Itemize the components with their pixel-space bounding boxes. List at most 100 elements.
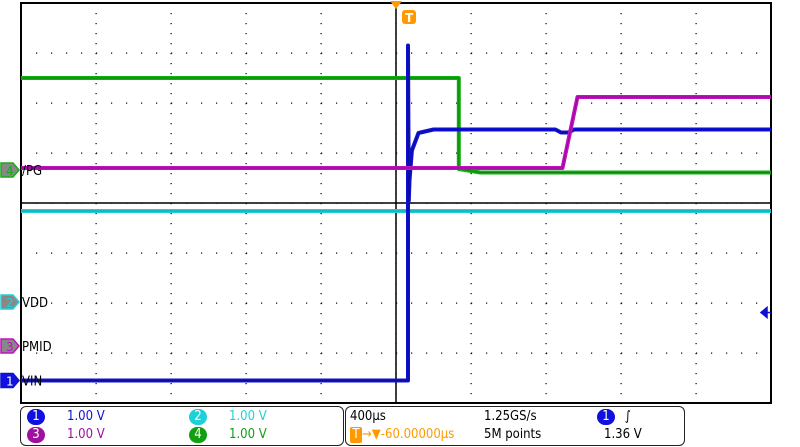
grid-dot xyxy=(320,113,322,115)
grid-dot xyxy=(606,152,608,154)
trigger-delay[interactable]: T →▼-60.00000µs xyxy=(350,427,454,443)
grid-dot xyxy=(441,152,443,154)
grid-dot xyxy=(320,183,322,185)
timebase[interactable]: 400µs xyxy=(350,409,386,424)
grid-dot xyxy=(245,93,247,95)
grid-dot xyxy=(620,323,622,325)
grid-dot xyxy=(246,352,248,354)
grid-dot xyxy=(170,263,172,265)
grid-dot xyxy=(320,163,322,165)
grid-dot xyxy=(545,373,547,375)
grid-dot xyxy=(411,52,413,54)
grid-dot xyxy=(336,302,338,304)
record-length[interactable]: 5M points xyxy=(484,427,542,442)
grid-dot xyxy=(470,63,472,65)
grid-dot xyxy=(245,23,247,25)
grid-dot xyxy=(695,213,697,215)
grid-dot xyxy=(36,152,38,154)
grid-dot xyxy=(756,302,758,304)
grid-dot xyxy=(516,152,518,154)
grid-dot xyxy=(501,302,503,304)
grid-dot xyxy=(276,302,278,304)
grid-dot xyxy=(201,302,203,304)
grid-dot xyxy=(111,302,113,304)
grid-dot xyxy=(321,102,323,104)
grid-dot xyxy=(470,283,472,285)
grid-dot xyxy=(620,263,622,265)
grid-dot xyxy=(620,73,622,75)
grid-dot xyxy=(261,302,263,304)
grid-dot xyxy=(306,302,308,304)
grid-dot xyxy=(245,63,247,65)
grid-dot xyxy=(216,52,218,54)
grid-dot xyxy=(291,252,293,254)
channel-1-badge[interactable]: 1 xyxy=(27,409,45,425)
trigger-level[interactable]: 1.36 V xyxy=(604,427,642,442)
grid-dot xyxy=(320,293,322,295)
trigger-icon: T xyxy=(350,427,362,443)
grid-dot xyxy=(695,133,697,135)
grid-dot xyxy=(201,152,203,154)
grid-dot xyxy=(695,23,697,25)
grid-dot xyxy=(320,33,322,35)
grid-dot xyxy=(516,302,518,304)
grid-dot xyxy=(545,43,547,45)
grid-dot xyxy=(141,352,143,354)
channel-2-label: VDD xyxy=(22,296,48,311)
trigger-source-badge[interactable]: 1 xyxy=(597,409,615,425)
grid-dot xyxy=(320,343,322,345)
grid-dot xyxy=(351,252,353,254)
grid-dot xyxy=(426,352,428,354)
grid-dot xyxy=(231,152,233,154)
grid-dot xyxy=(245,323,247,325)
grid-dot xyxy=(170,43,172,45)
grid-dot xyxy=(456,52,458,54)
channel-3-badge[interactable]: 3 xyxy=(27,427,45,443)
grid-dot xyxy=(666,52,668,54)
grid-dot xyxy=(216,102,218,104)
grid-dot xyxy=(470,263,472,265)
grid-dot xyxy=(95,243,97,245)
grid-dot xyxy=(695,333,697,335)
grid-dot xyxy=(486,102,488,104)
channel-markers: 2 VDD 4/PG 1 VIN 3 PMID T xyxy=(0,1,771,390)
grid-dot xyxy=(741,52,743,54)
grid-dot xyxy=(620,313,622,315)
grid-dot xyxy=(186,102,188,104)
grid-dot xyxy=(470,363,472,365)
channel-4-marker-number: 4 xyxy=(6,164,14,178)
grid-dot xyxy=(126,152,128,154)
waveform-ch3 xyxy=(21,95,771,170)
grid-dot xyxy=(51,52,53,54)
grid-dot xyxy=(620,93,622,95)
grid-dot xyxy=(245,143,247,145)
channel-2-badge[interactable]: 2 xyxy=(189,409,207,425)
grid-dot xyxy=(170,133,172,135)
grid-dot xyxy=(51,152,53,154)
grid-dot xyxy=(81,52,83,54)
grid-dot xyxy=(66,302,68,304)
grid-dot xyxy=(170,243,172,245)
grid-dot xyxy=(711,352,713,354)
grid-dot xyxy=(170,393,172,395)
grid-dot xyxy=(95,93,97,95)
grid-dot xyxy=(545,343,547,345)
grid-dot xyxy=(170,273,172,275)
grid-dot xyxy=(351,52,353,54)
grid-dot xyxy=(486,252,488,254)
grid-dot xyxy=(320,23,322,25)
grid-dot xyxy=(561,302,563,304)
grid-dot xyxy=(531,252,533,254)
grid-dot xyxy=(170,143,172,145)
grid-dot xyxy=(306,352,308,354)
grid-dot xyxy=(320,213,322,215)
grid-dot xyxy=(695,183,697,185)
grid-dot xyxy=(561,52,563,54)
grid-dot xyxy=(95,23,97,25)
grid-dot xyxy=(261,352,263,354)
channel-4-badge[interactable]: 4 xyxy=(189,427,207,443)
grid-dot xyxy=(66,52,68,54)
sample-rate: 1.25GS/s xyxy=(484,409,537,424)
grid-dot xyxy=(651,252,653,254)
grid-dot xyxy=(95,113,97,115)
